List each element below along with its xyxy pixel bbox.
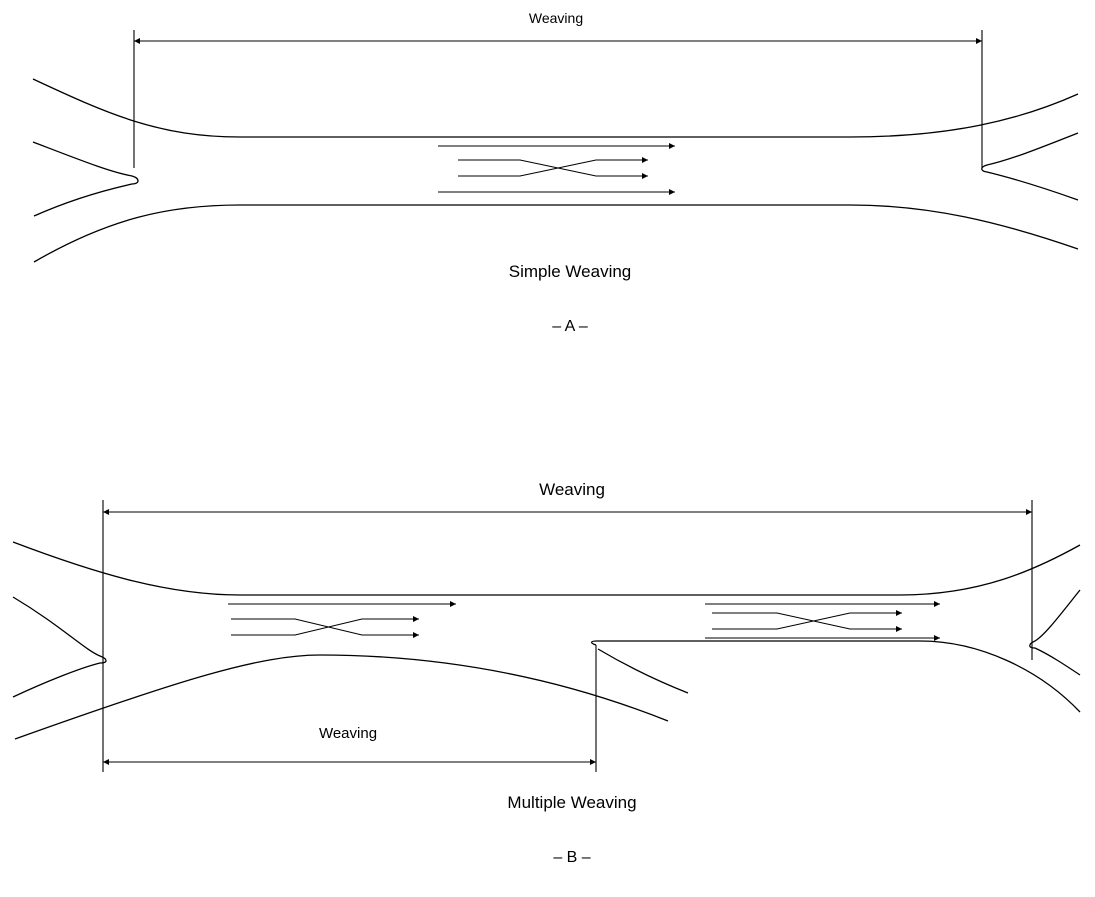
weaving-label-b-top: Weaving: [539, 480, 605, 499]
roadway-bottom-edge-a: [33, 204, 1079, 263]
diagram-a-title: Simple Weaving: [509, 262, 632, 281]
right-gore-b: [1029, 589, 1081, 676]
diagram-a-tag: – A –: [552, 318, 588, 335]
diagram-b-tag: – B –: [553, 849, 590, 866]
middle-ramp-b: [597, 648, 689, 694]
weaving-label-a: Weaving: [529, 10, 583, 26]
weaving-traffic-arrows-a: [438, 143, 675, 195]
weaving-dimension-b-bottom: Weaving: [102, 645, 597, 772]
roadway-top-edge-a: [32, 78, 1079, 138]
weaving-dimension-b-top: Weaving: [102, 480, 1033, 660]
roadway-bottom-edge-b-left: [14, 654, 669, 740]
weaving-traffic-arrows-b-right: [705, 601, 940, 641]
middle-gore-b: [590, 640, 1081, 713]
weaving-traffic-arrows-b-left: [228, 601, 456, 638]
weaving-label-b-bottom: Weaving: [319, 725, 377, 742]
left-gore-b: [12, 596, 107, 698]
diagram-a: Weaving Simple Weaving – A –: [32, 10, 1079, 335]
left-gore-a: [32, 141, 139, 217]
diagram-b: Weaving Weaving: [12, 480, 1081, 866]
right-gore-a: [981, 132, 1079, 201]
diagram-b-title: Multiple Weaving: [507, 793, 636, 812]
weaving-dimension-a: Weaving: [133, 10, 983, 168]
roadway-top-edge-b: [12, 541, 1081, 596]
